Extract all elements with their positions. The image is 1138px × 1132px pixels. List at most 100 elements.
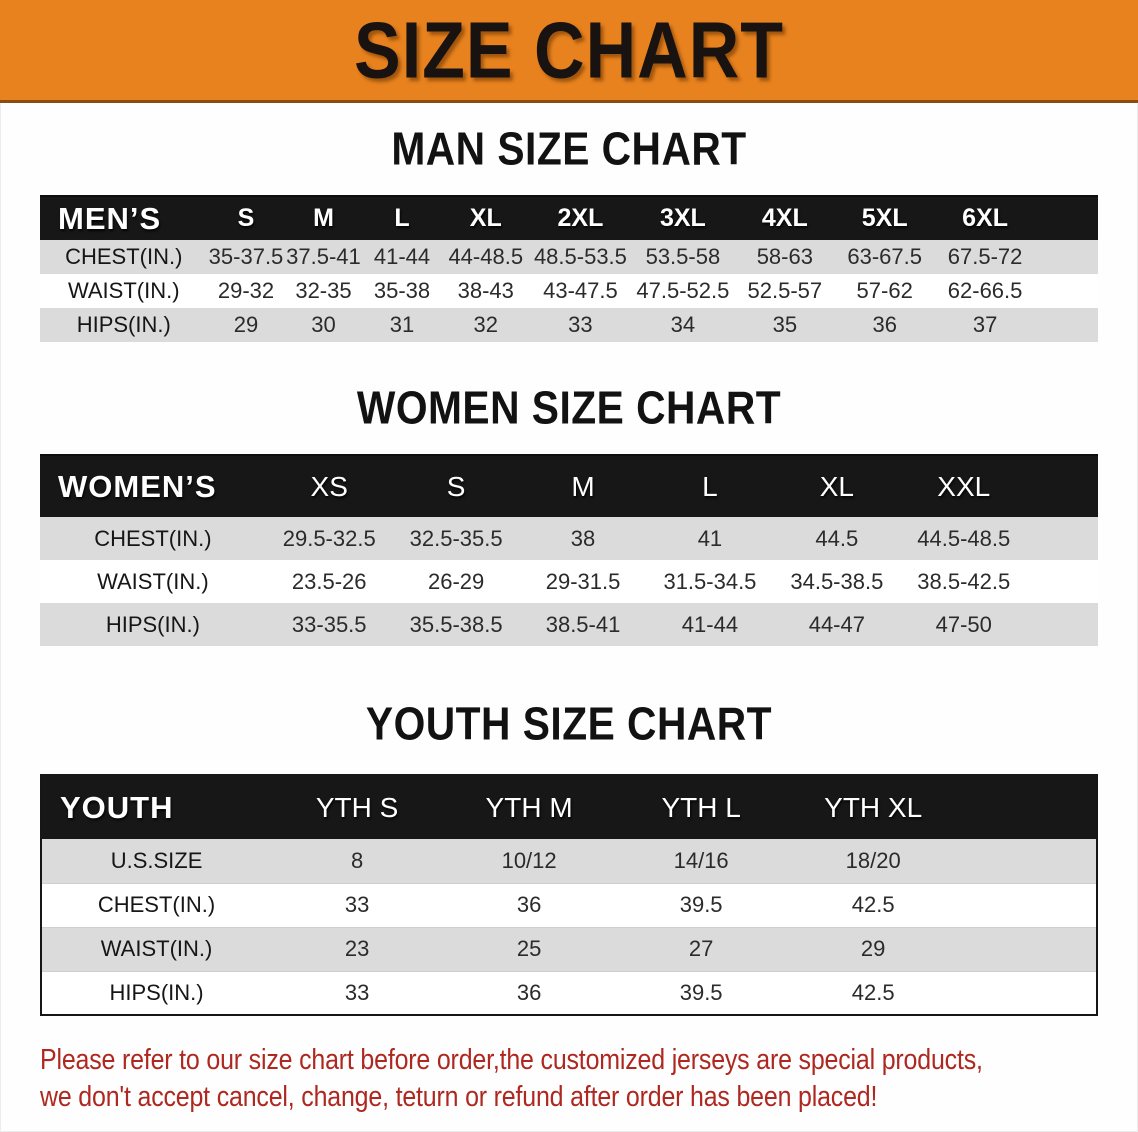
row-label: U.S.SIZE [110,847,203,873]
banner-title: SIZE CHART [354,5,784,95]
size-value-cell: 29 [233,312,259,337]
size-column-header: XL [819,470,854,502]
size-value-cell: 47-50 [935,611,992,637]
table-row: WAIST(IN.) 23.5-26 26-29 29-31.5 31.5-34.5 34… [40,560,1098,603]
size-value-cell: 62-66.5 [947,278,1023,303]
row-spacer [959,883,1097,927]
table-header-label: MEN’S [58,200,162,236]
row-label: CHEST(IN.) [65,244,183,269]
size-value-cell: 58-63 [756,244,813,269]
size-column-header: M [571,470,595,502]
size-value-cell: 32 [473,312,498,337]
row-spacer [959,839,1097,883]
size-value-cell: 39.5 [679,979,723,1005]
header-row: YOUTH YTH S YTH M YTH L YTH XL [41,775,1097,839]
table-row: U.S.SIZE 8 10/12 14/16 18/20 [41,839,1097,883]
size-column-header: 4XL [761,204,808,232]
size-value-cell: 38-43 [457,278,514,303]
table-header-label: YOUTH [60,789,174,825]
size-value-cell: 44.5 [815,525,859,551]
size-value-cell: 23 [344,936,370,961]
banner: SIZE CHART [0,0,1138,103]
size-value-cell: 33 [568,312,593,337]
size-value-cell: 30 [311,312,336,337]
size-value-cell: 29 [860,936,886,961]
row-label: CHEST(IN.) [97,892,216,917]
women-size-table: WOMEN’S XS S M L XL XXL CHEST(IN.) 29.5-32.5 32.5… [40,454,1098,646]
size-value-cell: 37.5-41 [286,244,361,269]
size-value-cell: 26-29 [427,568,485,594]
size-value-cell: 18/20 [845,847,901,873]
header-spacer [1027,455,1098,517]
size-column-header: YTH S [315,791,399,823]
man-section-heading: MAN SIZE CHART [391,122,747,175]
men-size-table: MEN’S S M L XL 2XL 3XL 4XL 5XL 6XL CHEST(IN.) 35-37… [40,195,1098,342]
size-value-cell: 39.5 [679,892,723,917]
header-row: WOMEN’S XS S M L XL XXL [40,455,1098,517]
size-value-cell: 57-62 [856,278,913,303]
size-value-cell: 53.5-58 [645,244,721,269]
size-value-cell: 42.5 [851,979,895,1005]
size-column-header: 3XL [659,204,706,232]
size-value-cell: 25 [516,936,542,961]
size-column-header: 5XL [861,204,908,232]
row-spacer [1036,274,1098,308]
size-value-cell: 42.5 [851,892,895,917]
size-value-cell: 44.5-48.5 [917,525,1011,551]
size-value-cell: 14/16 [673,847,729,873]
size-value-cell: 29-31.5 [545,568,621,594]
size-value-cell: 41-44 [373,244,431,269]
size-column-header: XL [469,204,502,232]
size-value-cell: 63-67.5 [847,244,922,269]
size-value-cell: 41 [697,525,723,551]
table-row: CHEST(IN.) 35-37.5 37.5-41 41-44 44-48.5 48.5… [40,240,1098,274]
size-value-cell: 32-35 [295,278,352,303]
row-label: HIPS(IN.) [76,312,171,337]
size-column-header: S [446,470,466,502]
size-column-header: L [702,470,718,502]
table-row: WAIST(IN.) 29-32 32-35 35-38 38-43 43-47.5 47.… [40,274,1098,308]
size-value-cell: 29.5-32.5 [282,525,376,551]
size-value-cell: 37 [972,312,998,337]
table-row: HIPS(IN.) 29 30 31 32 33 34 35 36 37 [40,308,1098,342]
size-value-cell: 35.5-38.5 [409,611,503,637]
size-value-cell: 41-44 [681,611,739,637]
size-value-cell: 31.5-34.5 [663,568,757,594]
row-spacer [1027,517,1098,560]
size-column-header: S [237,204,255,232]
row-label: WAIST(IN.) [100,936,213,961]
youth-section-heading: YOUTH SIZE CHART [365,697,773,750]
row-spacer [1027,560,1098,603]
row-label: HIPS(IN.) [105,611,200,637]
size-value-cell: 36 [516,979,542,1005]
size-column-header: M [313,204,334,232]
women-section-heading: WOMEN SIZE CHART [356,381,782,434]
size-column-header: XXL [937,470,991,502]
header-spacer [1036,196,1098,240]
size-value-cell: 43-47.5 [543,278,618,303]
size-column-header: XS [310,470,348,502]
row-spacer [959,971,1097,1015]
size-value-cell: 31 [389,312,415,337]
size-value-cell: 35-38 [373,278,431,303]
row-label: CHEST(IN.) [94,525,212,551]
size-value-cell: 38.5-42.5 [917,568,1011,594]
size-value-cell: 52.5-57 [747,278,823,303]
table-row: CHEST(IN.) 33 36 39.5 42.5 [41,883,1097,927]
size-value-cell: 35 [772,312,798,337]
size-column-header: YTH XL [824,791,923,823]
table-header-label: WOMEN’S [58,468,217,504]
size-value-cell: 48.5-53.5 [533,244,627,269]
row-label: WAIST(IN.) [67,278,180,303]
size-value-cell: 23.5-26 [291,568,367,594]
size-value-cell: 10/12 [501,847,557,873]
note-line-1: Please refer to our size chart before or… [40,1044,983,1076]
table-row: CHEST(IN.) 29.5-32.5 32.5-35.5 38 41 44.5 44.5… [40,517,1098,560]
row-spacer [1027,603,1098,646]
table-row: HIPS(IN.) 33-35.5 35.5-38.5 38.5-41 41-44 44-… [40,603,1098,646]
size-value-cell: 36 [872,312,897,337]
table-row: HIPS(IN.) 33 36 39.5 42.5 [41,971,1097,1015]
youth-size-table: YOUTH YTH S YTH M YTH L YTH XL U.S.SIZE 8 10/12… [40,774,1098,1016]
size-column-header: L [394,204,410,232]
